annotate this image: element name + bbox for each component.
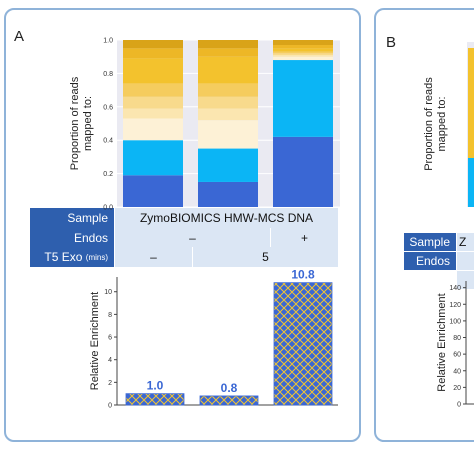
- stacked-bar-segment: [123, 140, 183, 176]
- enrichment-bar: [273, 282, 333, 406]
- sample-value-b: Z: [457, 233, 474, 251]
- enrichment-ytick-label: 8: [108, 312, 112, 319]
- stacked-ytick-label: 1.0: [103, 38, 113, 45]
- sample-header-b: Sample: [404, 233, 456, 251]
- b-enrichment-ytick-label: 100: [449, 318, 461, 325]
- stacked-bar-segment: [123, 118, 183, 141]
- t5-exo-unit: (mins): [85, 252, 108, 262]
- enrichment-data-label: 10.8: [291, 268, 315, 282]
- enrichment-ytick-label: 10: [104, 289, 112, 296]
- stacked-bar-segment: [198, 40, 258, 49]
- b-enrichment-ytick-label: 40: [453, 368, 461, 375]
- b-enrichment-ytick-label: 20: [453, 385, 461, 392]
- stacked-bar-segment: [198, 96, 258, 109]
- stacked-bar-segment: [273, 53, 333, 56]
- stacked-bar-segment: [273, 56, 333, 61]
- enrichment-ytick-label: 2: [108, 380, 112, 387]
- enrichment-data-label: 0.8: [221, 381, 238, 395]
- enrichment-bar: [199, 395, 259, 406]
- b-enrichment-ytick-label: 120: [449, 302, 461, 309]
- stacked-ytick-label: 0.0: [103, 205, 113, 212]
- stacked-bar-segment: [198, 56, 258, 84]
- panel-letter-b: B: [386, 34, 397, 51]
- stacked-ylabel-line: Proportion of reads: [69, 76, 81, 170]
- enrichment-data-label: 1.0: [147, 379, 164, 393]
- t5-value-1: –: [115, 247, 192, 267]
- stacked-ytick-label: 0.8: [103, 71, 113, 78]
- stacked-bar-segment: [198, 48, 258, 57]
- b-enrichment-ylabel: Relative Enrichment: [436, 293, 448, 391]
- sample-header: Sample: [30, 208, 114, 228]
- stacked-bar-segment: [123, 108, 183, 119]
- b-enrichment-ytick-label: 60: [453, 352, 461, 359]
- enrichment-ytick-label: 0: [108, 403, 112, 410]
- stacked-bar-segment: [273, 51, 333, 54]
- stacked-bar-segment: [123, 48, 183, 59]
- stacked-ylabel: Proportion of readsmapped to:: [69, 76, 94, 170]
- stacked-ytick-label: 0.4: [103, 138, 113, 145]
- stacked-bar-segment: [198, 108, 258, 121]
- t5-exo-header: T5 Exo (mins): [30, 247, 114, 267]
- endos-header-b: Endos: [404, 252, 456, 270]
- stacked-bar-segment: [273, 136, 333, 207]
- stacked-bar-segment: [273, 48, 333, 52]
- b-stacked-ylabel: Proportion of readsmapped to:: [423, 77, 448, 171]
- b-stacked-ylabel-line: mapped to:: [436, 96, 448, 151]
- t5-exo-label: T5 Exo: [44, 250, 83, 264]
- enrichment-bar: [125, 393, 185, 406]
- endos-value-2: +: [271, 228, 338, 247]
- stacked-bar-segment: [198, 181, 258, 207]
- stacked-bar-segment: [273, 40, 333, 46]
- stacked-ylabel-line: mapped to:: [82, 96, 94, 151]
- t5-value-2: 5: [193, 247, 338, 267]
- t5-value-b: [457, 271, 474, 289]
- stacked-ytick-label: 0.2: [103, 171, 113, 178]
- b-enrichment-ytick-label: 0: [457, 402, 461, 409]
- b-stacked-ylabel-line: Proportion of reads: [423, 77, 435, 171]
- enrichment-ylabel: Relative Enrichment: [89, 292, 101, 390]
- stacked-bar-segment: [273, 45, 333, 49]
- b-stacked-bar-segment: [468, 48, 474, 158]
- enrichment-ytick-label: 6: [108, 335, 112, 342]
- stacked-bar-segment: [198, 83, 258, 97]
- endos-header: Endos: [30, 228, 114, 247]
- stacked-bar-segment: [123, 83, 183, 97]
- stacked-bar-segment: [123, 40, 183, 49]
- stacked-bar-segment: [123, 96, 183, 109]
- stacked-bar-segment: [273, 60, 333, 137]
- stacked-bar-segment: [123, 58, 183, 84]
- panel-b: B: [374, 8, 474, 442]
- stacked-bar-segment: [123, 175, 183, 207]
- stacked-bar-segment: [198, 148, 258, 182]
- endos-value-1: –: [115, 228, 270, 247]
- b-enrichment-ytick-label: 80: [453, 335, 461, 342]
- b-stacked-bar-segment: [468, 158, 474, 207]
- sample-value: ZymoBIOMICS HMW-MCS DNA: [115, 208, 338, 228]
- panel-letter-a: A: [14, 28, 25, 45]
- stacked-bar-segment: [198, 120, 258, 149]
- stacked-bar-segment: [273, 55, 333, 57]
- enrichment-ytick-label: 4: [108, 357, 112, 364]
- stacked-ytick-label: 0.6: [103, 104, 113, 111]
- endos-value-b: [457, 252, 474, 270]
- b-enrichment-ytick-label: 140: [449, 285, 461, 292]
